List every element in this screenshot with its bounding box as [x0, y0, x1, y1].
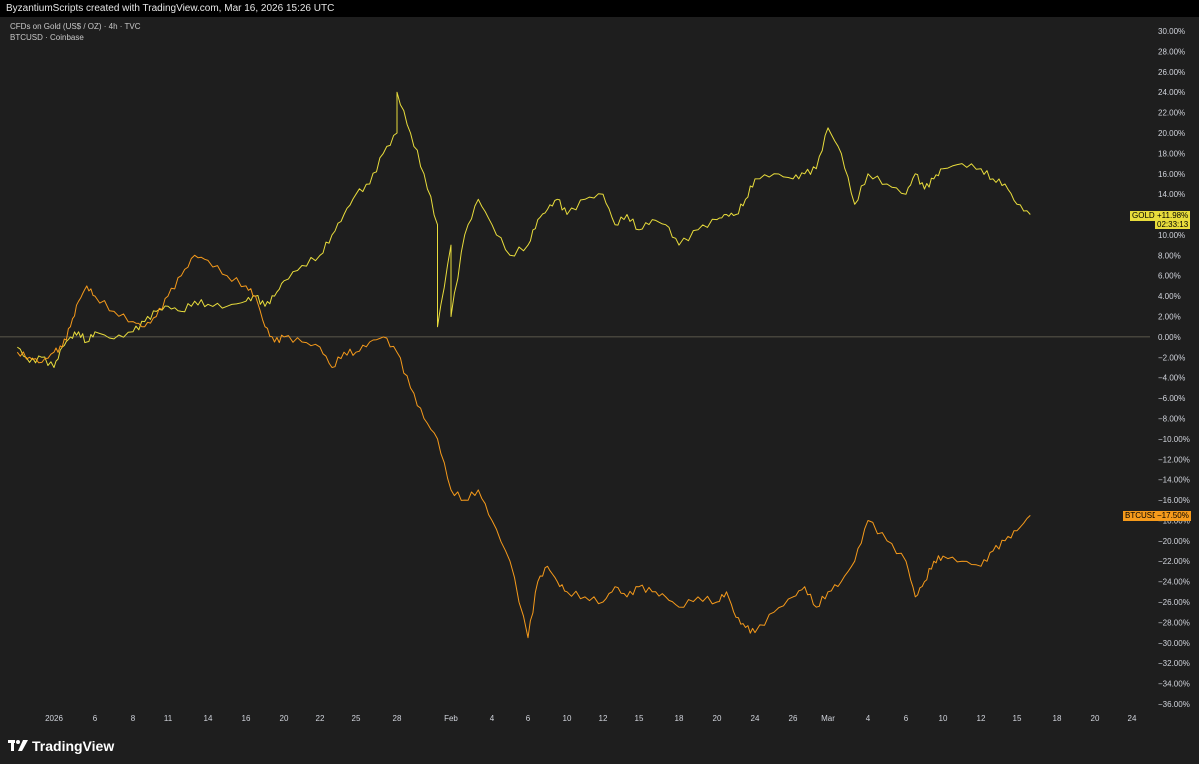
y-tick-label: 0.00%: [1158, 333, 1181, 342]
y-tick-label: 30.00%: [1158, 27, 1185, 36]
x-tick-label: 18: [1053, 714, 1062, 723]
x-tick-label: 4: [490, 714, 495, 723]
x-tick-label: 26: [789, 714, 798, 723]
x-tick-label: 4: [866, 714, 871, 723]
y-tick-label: −22.00%: [1158, 557, 1190, 566]
y-tick-label: −2.00%: [1158, 353, 1185, 362]
gold-last-value-tag: GOLD: [1130, 211, 1157, 221]
x-tick-label: Mar: [821, 714, 835, 723]
y-tick-label: −26.00%: [1158, 598, 1190, 607]
btc-symbol-label: BTCUSD: [1125, 511, 1158, 520]
x-tick-label: 8: [131, 714, 136, 723]
x-tick-label: 12: [599, 714, 608, 723]
y-tick-label: −34.00%: [1158, 680, 1190, 689]
x-tick-label: 20: [1091, 714, 1100, 723]
chart-legend: CFDs on Gold (US$ / OZ) · 4h · TVC BTCUS…: [10, 21, 141, 43]
x-tick-label: 6: [93, 714, 98, 723]
btc-last-value-tag: BTCUSD: [1123, 511, 1160, 521]
x-tick-label: 15: [635, 714, 644, 723]
x-tick-label: 18: [675, 714, 684, 723]
gold-countdown-label: 02:33:13: [1157, 220, 1189, 229]
y-tick-label: −10.00%: [1158, 435, 1190, 444]
y-tick-label: 4.00%: [1158, 292, 1181, 301]
x-tick-label: 11: [164, 714, 173, 723]
y-tick-label: −16.00%: [1158, 496, 1190, 505]
y-tick-label: −14.00%: [1158, 476, 1190, 485]
x-tick-label: 10: [939, 714, 948, 723]
y-tick-label: 18.00%: [1158, 149, 1185, 158]
y-tick-label: −6.00%: [1158, 394, 1185, 403]
y-tick-label: 8.00%: [1158, 251, 1181, 260]
series-line-btcusd[interactable]: [16, 254, 1031, 639]
y-tick-label: 22.00%: [1158, 109, 1185, 118]
x-tick-label: 10: [563, 714, 572, 723]
gold-symbol-label: GOLD: [1132, 211, 1155, 220]
x-tick-label: 25: [352, 714, 361, 723]
footer: [0, 727, 1199, 764]
x-tick-label: 6: [904, 714, 909, 723]
y-axis[interactable]: 30.00% 28.00% 26.00% 24.00% 22.00% 20.00% 18.0…: [1158, 27, 1190, 709]
y-tick-label: 2.00%: [1158, 313, 1181, 322]
x-tick-label: 24: [751, 714, 760, 723]
x-tick-label: 28: [393, 714, 402, 723]
x-tick-label: 15: [1013, 714, 1022, 723]
y-tick-label: −30.00%: [1158, 639, 1190, 648]
btc-price-tag: −17.50%: [1155, 511, 1191, 521]
gold-value-label: +11.98%: [1157, 211, 1189, 220]
y-tick-label: 14.00%: [1158, 190, 1185, 199]
btc-value-label: −17.50%: [1157, 511, 1189, 520]
gold-price-tag: +11.98% 02:33:13: [1155, 211, 1191, 229]
x-tick-label: 22: [316, 714, 325, 723]
series-line-gold[interactable]: [17, 91, 1031, 368]
y-tick-label: 20.00%: [1158, 129, 1185, 138]
y-tick-label: −32.00%: [1158, 659, 1190, 668]
y-tick-label: 6.00%: [1158, 272, 1181, 281]
x-tick-label: 20: [280, 714, 289, 723]
attribution-text: ByzantiumScripts created with TradingVie…: [6, 3, 335, 14]
y-tick-label: −4.00%: [1158, 374, 1185, 383]
x-tick-label: 24: [1128, 714, 1137, 723]
y-tick-label: −20.00%: [1158, 537, 1190, 546]
y-tick-label: 28.00%: [1158, 47, 1185, 56]
x-tick-label: Feb: [444, 714, 458, 723]
x-tick-label: 20: [713, 714, 722, 723]
attribution-bar: ByzantiumScripts created with TradingVie…: [0, 0, 1199, 17]
legend-gold[interactable]: CFDs on Gold (US$ / OZ) · 4h · TVC: [10, 22, 141, 31]
y-tick-label: −24.00%: [1158, 578, 1190, 587]
y-tick-label: −28.00%: [1158, 618, 1190, 627]
x-tick-label: 16: [242, 714, 251, 723]
y-tick-label: −12.00%: [1158, 455, 1190, 464]
x-tick-label: 2026: [45, 714, 63, 723]
y-tick-label: 24.00%: [1158, 88, 1185, 97]
y-tick-label: 16.00%: [1158, 170, 1185, 179]
series-layer: [16, 91, 1031, 639]
y-tick-label: −8.00%: [1158, 414, 1185, 423]
tradingview-logo-icon: [8, 740, 28, 751]
y-tick-label: 10.00%: [1158, 231, 1185, 240]
chart[interactable]: 30.00% 28.00% 26.00% 24.00% 22.00% 20.00% 18.0…: [0, 17, 1199, 727]
x-tick-label: 14: [204, 714, 213, 723]
legend-btc[interactable]: BTCUSD · Coinbase: [10, 33, 84, 42]
tradingview-brand[interactable]: TradingView: [8, 738, 114, 754]
y-tick-label: 26.00%: [1158, 68, 1185, 77]
x-tick-label: 12: [977, 714, 986, 723]
x-axis[interactable]: 2026 6 8 11 14 16 20 22 25 28 Feb 4 6 10 12 15 18 20 24 26 M…: [45, 714, 1137, 723]
y-tick-label: −36.00%: [1158, 700, 1190, 709]
x-tick-label: 6: [526, 714, 531, 723]
brand-name: TradingView: [32, 738, 115, 754]
